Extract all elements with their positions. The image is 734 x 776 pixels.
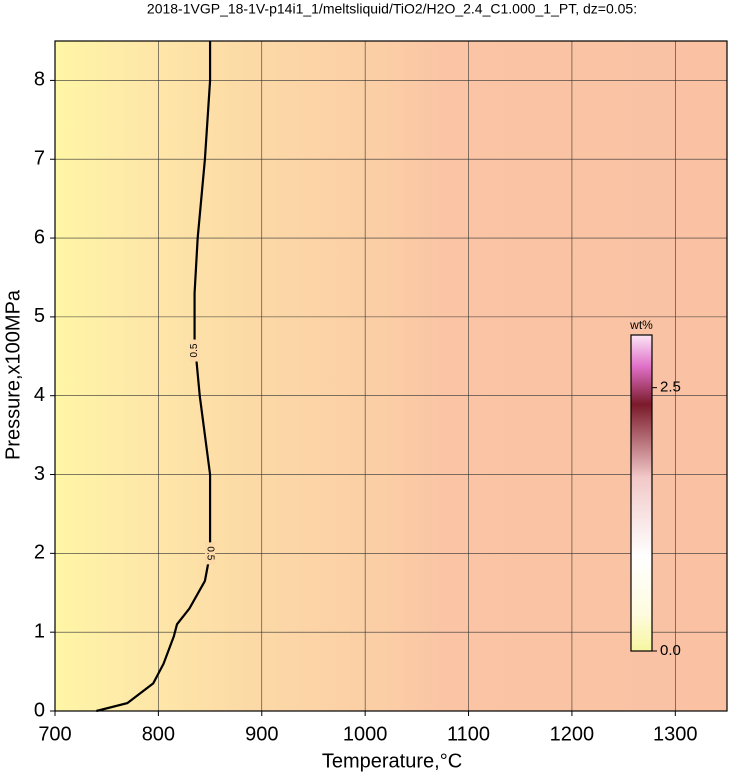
contour-label-bg [205,542,216,565]
colorbar-tick-label: 2.5 [660,379,681,396]
y-tick-label: 0 [34,699,45,721]
x-tick-label: 900 [245,723,278,745]
colorbar [630,334,653,652]
contour-line [96,41,212,713]
y-tick-label: 5 [34,305,45,327]
colorbar-label: wt% [629,318,653,332]
y-tick-label: 3 [34,463,45,485]
y-tick-label: 8 [34,69,45,91]
contour-label: 0.5 [189,343,200,357]
x-tick-label: 1000 [343,723,388,745]
x-tick-label: 700 [38,723,71,745]
x-tick-label: 800 [142,723,175,745]
y-tick-label: 2 [34,542,45,564]
contour-label-bg [189,339,200,362]
y-tick-label: 7 [34,148,45,170]
plot-frame [54,40,728,712]
x-tick-label: 1200 [550,723,595,745]
y-axis-label: Pressure,x100MPa [2,289,24,460]
plot-background [55,41,727,711]
x-tick-label: 1100 [447,723,490,745]
y-tick-label: 4 [34,384,45,406]
colorbar-tick-label: 0.0 [660,642,681,659]
y-tick-label: 6 [34,226,45,248]
contour-label: 0.5 [204,546,215,560]
chart-title: 2018-1VGP_18-1V-p14i1_1/meltsliquid/TiO2… [147,1,637,17]
y-tick-label: 1 [34,620,45,642]
x-axis-label: Temperature,°C [322,750,462,772]
x-tick-label: 1300 [653,723,698,745]
